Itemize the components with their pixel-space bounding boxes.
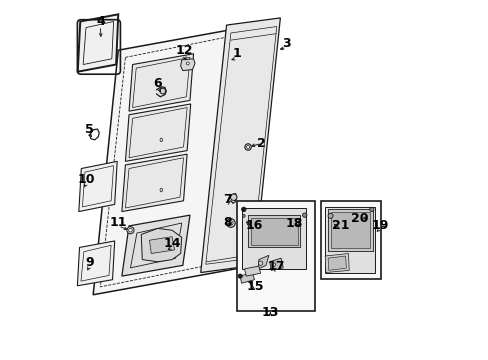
Polygon shape bbox=[129, 54, 193, 111]
Ellipse shape bbox=[160, 138, 162, 141]
Text: 14: 14 bbox=[163, 237, 181, 250]
Polygon shape bbox=[241, 208, 305, 269]
Polygon shape bbox=[269, 258, 283, 270]
Polygon shape bbox=[327, 210, 372, 251]
Text: 5: 5 bbox=[85, 123, 94, 136]
Polygon shape bbox=[325, 253, 348, 273]
Circle shape bbox=[160, 88, 165, 94]
Circle shape bbox=[241, 207, 245, 212]
Circle shape bbox=[244, 144, 251, 150]
Polygon shape bbox=[247, 215, 300, 247]
Text: 13: 13 bbox=[261, 306, 279, 319]
Circle shape bbox=[258, 261, 262, 265]
Text: 2: 2 bbox=[257, 137, 265, 150]
Polygon shape bbox=[77, 241, 115, 286]
Text: 20: 20 bbox=[350, 212, 367, 225]
Circle shape bbox=[369, 207, 373, 212]
Circle shape bbox=[238, 274, 242, 278]
Circle shape bbox=[230, 194, 237, 201]
Bar bbox=[236, 201, 314, 311]
Polygon shape bbox=[327, 256, 346, 270]
Text: 16: 16 bbox=[245, 219, 263, 233]
Circle shape bbox=[128, 228, 132, 232]
Text: 18: 18 bbox=[285, 216, 303, 230]
Polygon shape bbox=[122, 154, 187, 212]
Polygon shape bbox=[93, 22, 276, 295]
Polygon shape bbox=[141, 228, 182, 262]
Text: 10: 10 bbox=[78, 173, 95, 186]
Polygon shape bbox=[78, 14, 118, 72]
Text: 15: 15 bbox=[246, 280, 264, 293]
Circle shape bbox=[327, 213, 332, 219]
Circle shape bbox=[228, 221, 233, 225]
Polygon shape bbox=[325, 207, 375, 273]
Text: 17: 17 bbox=[267, 260, 284, 273]
Text: 9: 9 bbox=[85, 256, 94, 269]
Polygon shape bbox=[149, 237, 174, 253]
Text: 11: 11 bbox=[109, 216, 127, 229]
Circle shape bbox=[226, 219, 235, 227]
Ellipse shape bbox=[160, 188, 162, 192]
Text: 1: 1 bbox=[232, 47, 241, 60]
Circle shape bbox=[271, 263, 275, 266]
Circle shape bbox=[183, 61, 190, 68]
Circle shape bbox=[302, 213, 306, 217]
Circle shape bbox=[126, 226, 134, 234]
Text: 3: 3 bbox=[282, 36, 290, 50]
Polygon shape bbox=[201, 18, 280, 273]
Text: 19: 19 bbox=[370, 219, 388, 233]
Bar bbox=[320, 201, 380, 279]
Polygon shape bbox=[258, 255, 268, 269]
Ellipse shape bbox=[160, 88, 162, 91]
Polygon shape bbox=[240, 273, 254, 283]
Circle shape bbox=[186, 62, 189, 65]
Text: 12: 12 bbox=[175, 44, 193, 57]
Circle shape bbox=[242, 215, 244, 217]
Text: 7: 7 bbox=[223, 193, 231, 206]
Circle shape bbox=[246, 145, 249, 148]
Text: 4: 4 bbox=[96, 15, 104, 28]
Polygon shape bbox=[122, 215, 190, 276]
Text: 21: 21 bbox=[331, 219, 348, 233]
Polygon shape bbox=[250, 218, 297, 244]
Text: 6: 6 bbox=[153, 77, 162, 90]
Polygon shape bbox=[79, 161, 117, 212]
Text: 8: 8 bbox=[223, 216, 231, 229]
Polygon shape bbox=[244, 266, 260, 276]
Polygon shape bbox=[125, 104, 190, 161]
Polygon shape bbox=[180, 59, 195, 71]
Polygon shape bbox=[330, 212, 369, 248]
